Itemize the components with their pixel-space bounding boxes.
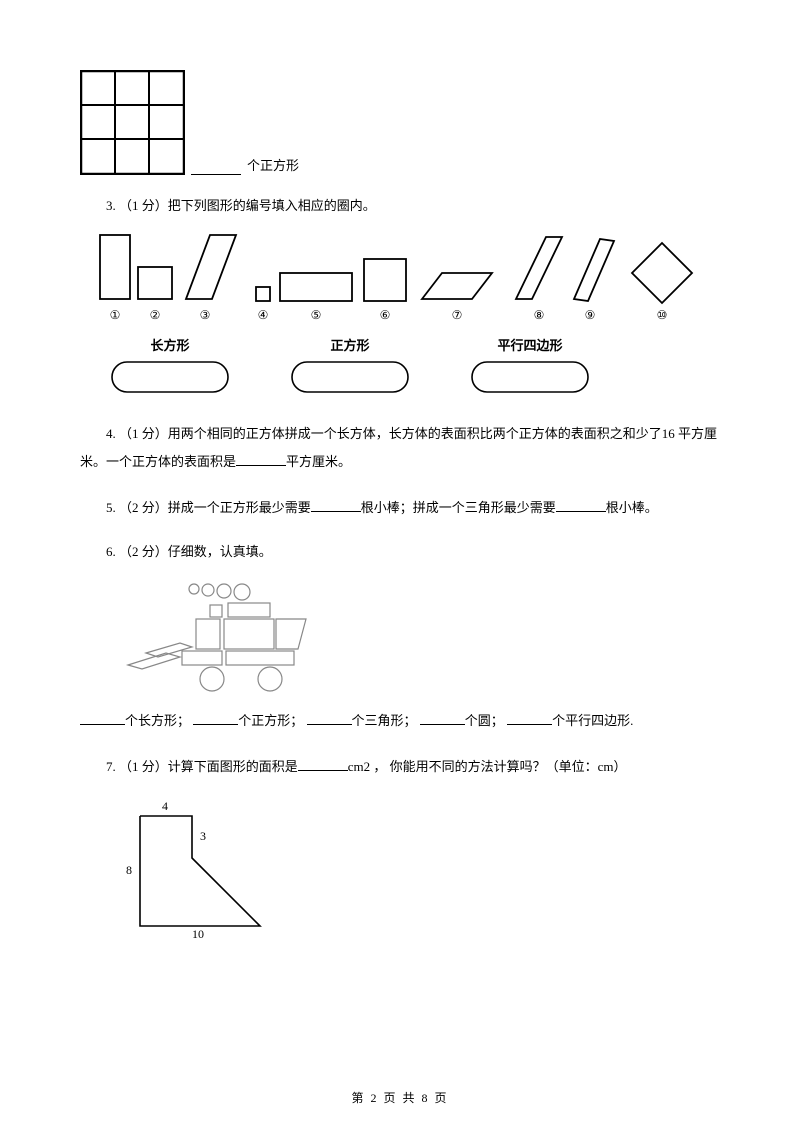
q4-blank[interactable] [236, 452, 286, 466]
q4-unit: 平方厘米。 [286, 454, 351, 469]
classify-rect: 长方形 [110, 336, 230, 396]
q5: 5. （2 分）拼成一个正方形最少需要 根小棒；拼成一个三角形最少需要 根小棒。 [80, 495, 720, 521]
q4-text: 4. （1 分）用两个相同的正方体拼成一个长方体，长方体的表面积比两个正方体的表… [80, 426, 717, 470]
q2-label: 个正方形 [247, 156, 299, 176]
q6-ca: 个长方形； [125, 713, 190, 728]
oval-icon[interactable] [470, 360, 590, 396]
svg-text:③: ③ [200, 308, 211, 322]
q3-classify: 长方形 正方形 平行四边形 [110, 336, 720, 396]
q4: 4. （1 分）用两个相同的正方体拼成一个长方体，长方体的表面积比两个正方体的表… [80, 420, 720, 477]
q6-cc: 个三角形； [352, 713, 417, 728]
q5-a: 5. （2 分）拼成一个正方形最少需要 [106, 500, 311, 515]
q7-figure: 4 3 8 10 [120, 798, 720, 938]
q6-train [120, 579, 720, 694]
svg-text:⑤: ⑤ [311, 308, 322, 322]
svg-text:①: ① [110, 308, 121, 322]
oval-icon[interactable] [110, 360, 230, 396]
q6-blank-e[interactable] [507, 711, 552, 725]
q7: 7. （1 分）计算下面图形的面积是 cm2 ， 你能用不同的方法计算吗？（单位：… [80, 754, 720, 780]
q3-shapes: ① ② ③ ④ ⑤ ⑥ ⑦ ⑧ ⑨ ⑩ [80, 229, 720, 324]
q6-text: 6. （2 分）仔细数，认真填。 [80, 539, 720, 565]
svg-text:④: ④ [258, 308, 269, 322]
classify-para-label: 平行四边形 [470, 336, 590, 356]
svg-text:②: ② [150, 308, 161, 322]
q6-blank-c[interactable] [307, 711, 352, 725]
q5-blank2[interactable] [556, 498, 606, 512]
classify-square: 正方形 [290, 336, 410, 396]
q7-b: cm2 ， 你能用不同的方法计算吗？（单位：cm） [348, 759, 627, 774]
q2-grid-row: 个正方形 [80, 70, 720, 175]
svg-text:⑧: ⑧ [534, 308, 545, 322]
q5-c: 根小棒。 [606, 500, 658, 515]
q7-blank[interactable] [298, 757, 348, 771]
svg-text:⑨: ⑨ [585, 308, 596, 322]
q2-blank[interactable] [191, 161, 241, 175]
q7-a: 7. （1 分）计算下面图形的面积是 [106, 759, 298, 774]
oval-icon[interactable] [290, 360, 410, 396]
svg-text:⑥: ⑥ [380, 308, 391, 322]
q5-b: 根小棒；拼成一个三角形最少需要 [361, 500, 556, 515]
dim-bottom: 10 [192, 927, 204, 938]
q6-cb: 个正方形； [238, 713, 303, 728]
q6-blank-a[interactable] [80, 711, 125, 725]
svg-text:⑦: ⑦ [452, 308, 463, 322]
dim-right: 3 [200, 829, 206, 843]
q6-blank-b[interactable] [193, 711, 238, 725]
q3-text: 3. （1 分）把下列图形的编号填入相应的圈内。 [80, 193, 720, 219]
classify-para: 平行四边形 [470, 336, 590, 396]
dim-top: 4 [162, 799, 168, 813]
grid-3x3 [80, 70, 185, 175]
classify-rect-label: 长方形 [110, 336, 230, 356]
q6-cd: 个圆； [465, 713, 504, 728]
q6-counts: 个长方形； 个正方形； 个三角形； 个圆； 个平行四边形. [80, 708, 720, 734]
classify-square-label: 正方形 [290, 336, 410, 356]
svg-text:⑩: ⑩ [657, 308, 668, 322]
dim-left: 8 [126, 863, 132, 877]
q6-ce: 个平行四边形. [552, 713, 633, 728]
q6-blank-d[interactable] [420, 711, 465, 725]
page-footer: 第 2 页 共 8 页 [0, 1089, 800, 1107]
q5-blank1[interactable] [311, 498, 361, 512]
